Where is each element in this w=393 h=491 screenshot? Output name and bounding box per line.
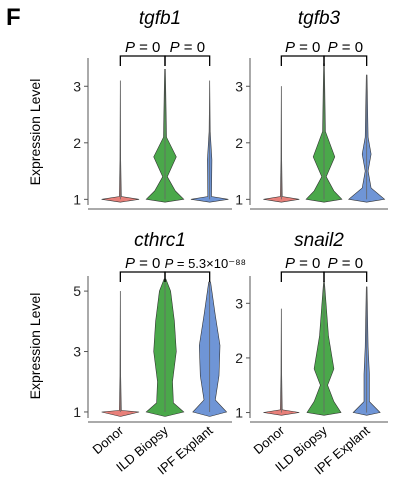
p-value-label: P = 5.3×10⁻⁸⁸ — [165, 256, 246, 271]
comparison-bracket — [280, 271, 325, 282]
y-tick-label: 3 — [73, 78, 81, 94]
panel-title: tgfb1 — [139, 8, 181, 29]
y-tick-label: 2 — [235, 135, 243, 151]
y-tick-label: 1 — [235, 191, 243, 207]
category-label: Donor — [89, 422, 126, 457]
y-tick-label: 5 — [73, 283, 81, 299]
y-axis-label: Expression Level — [27, 293, 43, 400]
comparison-bracket — [164, 271, 211, 282]
y-tick-label: 3 — [73, 344, 81, 360]
p-value-label: P = 0 — [328, 255, 363, 272]
panel-title: cthrc1 — [134, 230, 186, 251]
y-tick-label: 3 — [235, 78, 243, 94]
p-value-label: P = 0 — [125, 39, 160, 56]
y-tick-label: 2 — [235, 350, 243, 366]
y-axis-label: Expression Level — [27, 79, 43, 186]
y-tick-label: 1 — [73, 404, 81, 420]
comparison-bracket — [323, 271, 368, 282]
p-value-label: P = 0 — [285, 39, 320, 56]
comparison-bracket — [323, 55, 368, 66]
category-label: Donor — [250, 422, 287, 457]
p-value-label: P = 0 — [328, 39, 363, 56]
p-value-label: P = 0 — [170, 39, 205, 56]
comparison-bracket — [119, 271, 166, 282]
comparison-bracket — [119, 55, 166, 66]
y-tick-label: 2 — [73, 135, 81, 151]
p-value-label: P = 0 — [125, 255, 160, 272]
comparison-bracket — [164, 55, 211, 66]
panel-title: snail2 — [294, 230, 344, 251]
panel-letter: F — [6, 4, 21, 31]
panel-title: tgfb3 — [298, 8, 341, 29]
p-value-label: P = 0 — [285, 255, 320, 272]
y-tick-label: 1 — [73, 191, 81, 207]
y-tick-label: 1 — [235, 405, 243, 421]
y-tick-label: 3 — [235, 295, 243, 311]
comparison-bracket — [280, 55, 325, 66]
